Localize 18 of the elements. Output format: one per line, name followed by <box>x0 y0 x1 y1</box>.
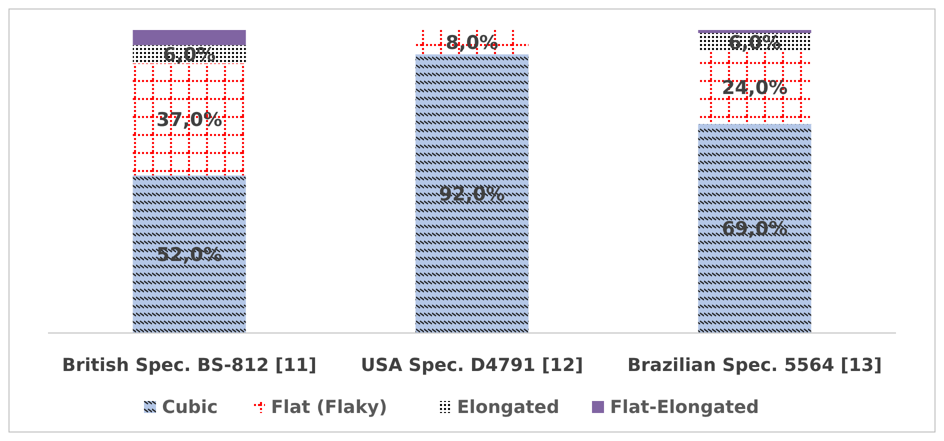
x-tick-label: Brazilian Spec. 5564 [13] <box>627 355 882 376</box>
data-label: 8,0% <box>446 32 498 54</box>
x-tick-label: USA Spec. D4791 [12] <box>360 355 584 376</box>
bar <box>132 63 246 176</box>
bar <box>132 30 246 46</box>
bar <box>132 175 246 333</box>
data-label: 24,0% <box>722 77 788 100</box>
legend-label: Cubic <box>162 397 218 418</box>
bar <box>415 54 529 333</box>
legend-label: Flat (Flaky) <box>271 397 388 418</box>
data-label: 6,0% <box>162 44 216 66</box>
legend-label: Elongated <box>457 397 560 418</box>
legend-label: Flat-Elongated <box>610 397 760 418</box>
data-label: 6,0% <box>728 32 782 54</box>
x-tick-label: British Spec. BS-812 [11] <box>62 355 317 376</box>
bar <box>698 124 812 333</box>
data-label: 37,0% <box>156 109 222 132</box>
bar <box>698 30 812 34</box>
